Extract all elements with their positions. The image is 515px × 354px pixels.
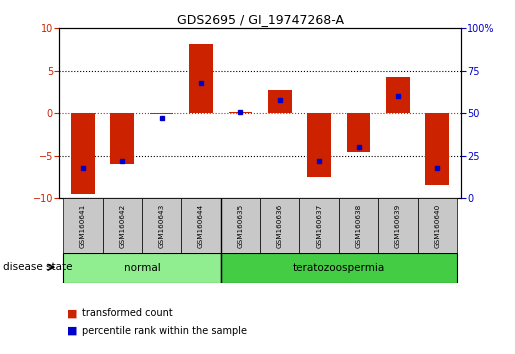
- Text: GSM160643: GSM160643: [159, 204, 165, 248]
- Text: teratozoospermia: teratozoospermia: [293, 263, 385, 273]
- Bar: [110, 113, 134, 164]
- FancyBboxPatch shape: [102, 198, 142, 253]
- Bar: [347, 113, 370, 152]
- Bar: [150, 113, 174, 114]
- FancyBboxPatch shape: [299, 198, 339, 253]
- Text: GSM160641: GSM160641: [80, 204, 86, 248]
- Text: percentile rank within the sample: percentile rank within the sample: [82, 326, 247, 336]
- Title: GDS2695 / GI_19747268-A: GDS2695 / GI_19747268-A: [177, 13, 344, 26]
- FancyBboxPatch shape: [142, 198, 181, 253]
- Text: GSM160640: GSM160640: [434, 204, 440, 248]
- Bar: [268, 90, 291, 113]
- Bar: [71, 113, 95, 194]
- FancyBboxPatch shape: [221, 253, 457, 283]
- Text: GSM160637: GSM160637: [316, 204, 322, 248]
- Text: GSM160639: GSM160639: [395, 204, 401, 248]
- FancyBboxPatch shape: [378, 198, 418, 253]
- FancyBboxPatch shape: [260, 198, 299, 253]
- FancyBboxPatch shape: [418, 198, 457, 253]
- FancyBboxPatch shape: [339, 198, 378, 253]
- Text: GSM160644: GSM160644: [198, 204, 204, 248]
- Bar: [425, 113, 449, 185]
- Bar: [307, 113, 331, 177]
- Text: ■: ■: [67, 308, 77, 318]
- Text: GSM160636: GSM160636: [277, 204, 283, 248]
- Bar: [386, 77, 410, 113]
- Text: GSM160642: GSM160642: [119, 204, 125, 248]
- Text: GSM160638: GSM160638: [355, 204, 362, 248]
- Text: transformed count: transformed count: [82, 308, 173, 318]
- Bar: [189, 44, 213, 113]
- FancyBboxPatch shape: [63, 253, 221, 283]
- FancyBboxPatch shape: [63, 198, 102, 253]
- Text: GSM160635: GSM160635: [237, 204, 244, 248]
- Text: disease state: disease state: [3, 262, 72, 272]
- Text: ■: ■: [67, 326, 77, 336]
- FancyBboxPatch shape: [181, 198, 221, 253]
- FancyBboxPatch shape: [221, 198, 260, 253]
- Text: normal: normal: [124, 263, 160, 273]
